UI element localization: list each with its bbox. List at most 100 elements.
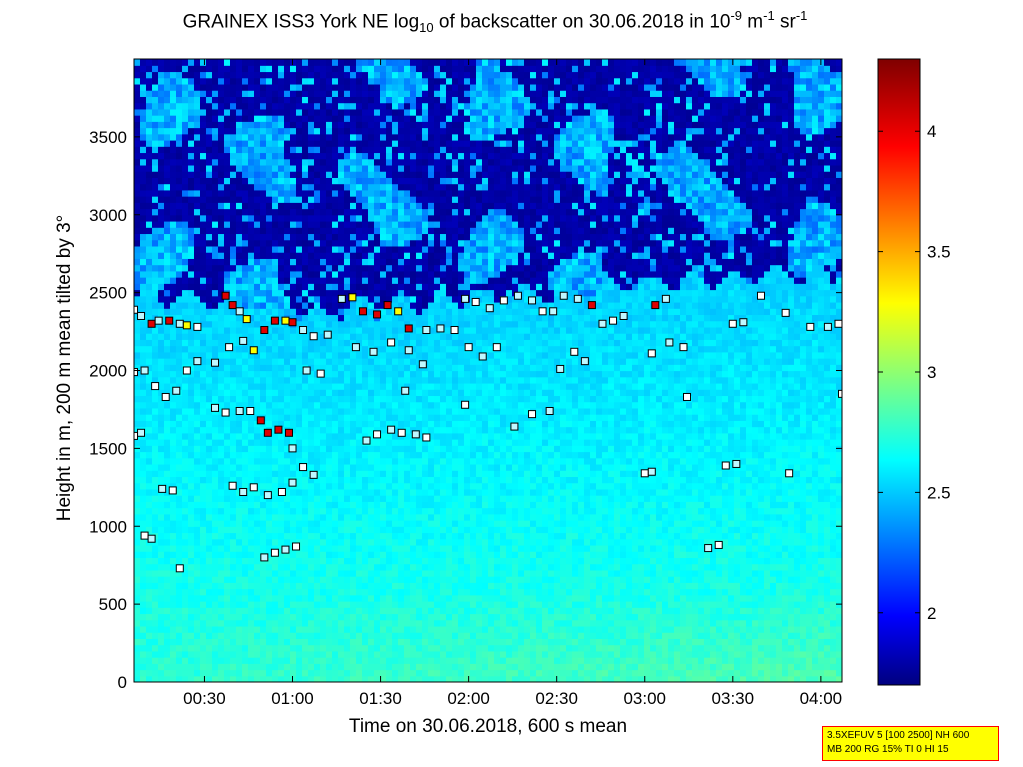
heatmap-cell: [206, 451, 213, 459]
heatmap-cell: [146, 177, 153, 185]
heatmap-cell: [308, 644, 315, 652]
heatmap-cell: [302, 289, 309, 297]
heatmap-cell: [308, 121, 315, 129]
heatmap-cell: [422, 183, 429, 191]
heatmap-cell: [392, 463, 399, 471]
heatmap-cell: [410, 308, 417, 316]
heatmap-cell: [164, 389, 171, 397]
heatmap-cell: [236, 65, 243, 73]
heatmap-cell: [212, 420, 219, 428]
heatmap-cell: [158, 632, 165, 639]
heatmap-cell: [386, 520, 393, 527]
heatmap-cell: [284, 252, 291, 259]
heatmap-cell: [386, 675, 393, 682]
heatmap-cell: [242, 513, 249, 521]
heatmap-cell: [410, 320, 417, 328]
heatmap-cell: [284, 121, 291, 129]
heatmap-cell: [164, 139, 171, 147]
heatmap-cell: [254, 463, 261, 471]
heatmap-cell: [398, 295, 405, 303]
heatmap-cell: [422, 488, 429, 496]
heatmap-cell: [350, 476, 357, 484]
heatmap-cell: [338, 650, 345, 658]
heatmap-cell: [152, 139, 159, 147]
heatmap-cell: [242, 538, 249, 546]
heatmap-cell: [230, 420, 237, 428]
heatmap-cell: [194, 289, 201, 297]
heatmap-cell: [170, 432, 177, 440]
heatmap-cell: [242, 227, 249, 235]
heatmap-cell: [278, 227, 285, 235]
heatmap-cell: [428, 351, 435, 359]
heatmap-cell: [266, 675, 273, 682]
heatmap-cell: [266, 657, 273, 664]
heatmap-cell: [272, 227, 279, 235]
heatmap-cell: [218, 557, 225, 565]
heatmap-cell: [272, 308, 279, 316]
heatmap-cell: [350, 520, 357, 527]
heatmap-cell: [272, 526, 279, 534]
heatmap-cell: [374, 582, 381, 590]
heatmap-cell: [314, 532, 321, 540]
heatmap-cell: [368, 189, 375, 197]
heatmap-cell: [182, 258, 189, 266]
heatmap-cell: [290, 108, 297, 116]
heatmap-cell: [164, 152, 171, 160]
heatmap-cell: [380, 370, 387, 378]
heatmap-cell: [194, 588, 201, 596]
heatmap-cell: [212, 115, 219, 122]
heatmap-cell: [170, 439, 177, 446]
heatmap-cell: [176, 314, 183, 322]
heatmap-cell: [374, 214, 381, 222]
heatmap-cell: [380, 401, 387, 409]
heatmap-cell: [164, 563, 171, 571]
heatmap-cell: [320, 426, 327, 434]
heatmap-cell: [200, 189, 207, 197]
heatmap-cell: [428, 108, 435, 116]
heatmap-cell: [290, 345, 297, 353]
heatmap-cell: [314, 557, 321, 565]
heatmap-cell: [254, 557, 261, 565]
heatmap-cell: [296, 364, 303, 372]
heatmap-cell: [236, 389, 243, 397]
heatmap-cell: [248, 507, 255, 515]
heatmap-cell: [212, 675, 219, 682]
heatmap-cell: [194, 619, 201, 627]
heatmap-cell: [146, 526, 153, 534]
heatmap-cell: [146, 295, 153, 303]
heatmap-cell: [242, 108, 249, 116]
heatmap-cell: [254, 632, 261, 639]
heatmap-cell: [272, 470, 279, 478]
heatmap-cell: [302, 308, 309, 316]
heatmap-cell: [242, 507, 249, 515]
heatmap-cell: [218, 625, 225, 633]
heatmap-cell: [212, 414, 219, 421]
heatmap-cell: [182, 551, 189, 558]
heatmap-cell: [374, 638, 381, 646]
heatmap-cell: [416, 164, 423, 172]
heatmap-cell: [410, 501, 417, 509]
heatmap-cell: [374, 177, 381, 185]
heatmap-cell: [140, 152, 147, 160]
heatmap-cell: [224, 389, 231, 397]
heatmap-cell: [260, 214, 267, 222]
heatmap-cell: [356, 301, 363, 309]
heatmap-cell: [176, 202, 183, 210]
heatmap-cell: [332, 202, 339, 210]
heatmap-cell: [416, 457, 423, 465]
heatmap-cell: [134, 358, 141, 365]
heatmap-cell: [416, 395, 423, 403]
heatmap-cell: [338, 127, 345, 135]
heatmap-cell: [410, 632, 417, 639]
heatmap-cell: [194, 220, 201, 228]
heatmap-cell: [422, 133, 429, 141]
heatmap-cell: [140, 463, 147, 471]
heatmap-cell: [302, 220, 309, 228]
heatmap-cell: [404, 370, 411, 378]
heatmap-cell: [302, 164, 309, 172]
heatmap-cell: [236, 102, 243, 110]
heatmap-cell: [362, 301, 369, 309]
heatmap-cell: [338, 625, 345, 633]
heatmap-cell: [326, 520, 333, 527]
heatmap-cell: [254, 663, 261, 671]
